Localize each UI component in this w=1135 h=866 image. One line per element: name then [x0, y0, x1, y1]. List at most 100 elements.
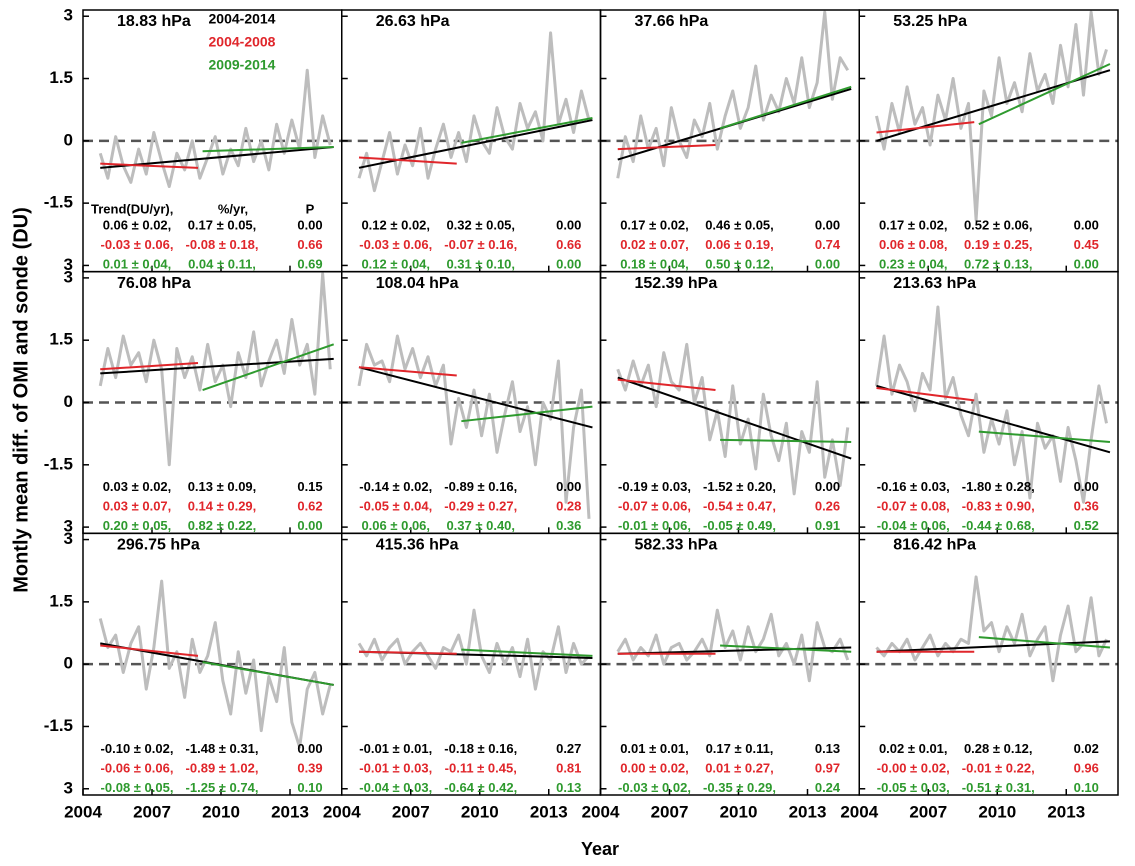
trend-value: 0.00	[297, 741, 322, 756]
trend-value: -0.08 ± 0.05,	[101, 780, 174, 795]
data-line	[875, 305, 1108, 504]
trend-line	[461, 405, 593, 423]
trend-value: 0.96	[1074, 760, 1099, 775]
trend-value: -0.05 ± 0.49,	[703, 518, 776, 533]
trend-line	[876, 640, 1110, 653]
panel-title: 415.36 hPa	[376, 537, 459, 554]
trend-value: -0.01 ± 0.06,	[618, 518, 691, 533]
panel-title: 213.63 hPa	[893, 275, 976, 292]
trend-line	[202, 146, 334, 153]
trend-value: 0.03 ± 0.02,	[103, 479, 172, 494]
x-tick-label: 2004	[323, 802, 361, 821]
trend-value: 0.31 ± 0.10,	[446, 256, 515, 271]
trend-value: 0.36	[556, 518, 581, 533]
panel-frame	[858, 532, 1119, 796]
panel-title: 108.04 hPa	[376, 275, 459, 292]
data-line	[98, 579, 332, 749]
trend-value: 0.72 ± 0.13,	[964, 256, 1033, 271]
panel-title: 26.63 hPa	[376, 13, 450, 30]
trend-value: 0.36	[1074, 499, 1099, 514]
trend-value: -0.08 ± 0.18,	[186, 237, 259, 252]
y-tick-label: 0	[64, 654, 73, 673]
trend-line	[358, 366, 593, 429]
data-line	[616, 342, 850, 496]
trend-line	[202, 661, 334, 686]
panel-title: 53.25 hPa	[893, 13, 967, 30]
x-tick-label: 2007	[651, 802, 689, 821]
panel-title: 18.83 hPa	[117, 13, 191, 30]
trend-value: 0.06 ± 0.02,	[103, 217, 172, 232]
data-line	[875, 10, 1108, 222]
trend-value: -0.89 ± 1.02,	[186, 760, 259, 775]
x-tick-label: 2010	[461, 802, 499, 821]
x-tick-label: 2004	[64, 802, 102, 821]
panel-title: 37.66 hPa	[635, 13, 709, 30]
trend-value: 0.04 ± 0.11,	[188, 256, 256, 271]
trend-header: %/yr,	[218, 201, 248, 216]
trend-value: 0.00	[297, 518, 322, 533]
trend-value: 0.32 ± 0.05,	[446, 217, 515, 232]
trend-value: 0.82 ± 0.22,	[188, 518, 257, 533]
trend-value: 0.00	[815, 479, 840, 494]
trend-line	[461, 648, 593, 657]
trend-line	[719, 85, 852, 130]
panel-title: 582.33 hPa	[635, 537, 718, 554]
trend-value: 0.19 ± 0.25,	[964, 237, 1033, 252]
trend-value: -0.04 ± 0.06,	[877, 518, 950, 533]
legend-text: 2004-2008	[209, 34, 276, 50]
trend-value: 0.13	[556, 780, 581, 795]
trend-value: -0.19 ± 0.03,	[618, 479, 691, 494]
x-tick-label: 2007	[392, 802, 430, 821]
x-tick-label: 2007	[133, 802, 171, 821]
trend-line	[100, 357, 334, 375]
y-tick-label: 3	[64, 778, 73, 797]
trend-value: -0.04 ± 0.03,	[359, 780, 432, 795]
panel-title: 296.75 hPa	[117, 537, 200, 554]
trend-value: 0.37 ± 0.40,	[446, 518, 515, 533]
data-line	[357, 608, 591, 691]
y-tick-label: -1.5	[44, 716, 73, 735]
trend-value: -0.54 ± 0.47,	[703, 499, 776, 514]
trend-value: 0.10	[297, 780, 322, 795]
panel-title: 152.39 hPa	[635, 275, 718, 292]
trend-value: 0.17 ± 0.05,	[188, 217, 257, 232]
y-tick-label: 3	[64, 267, 73, 286]
trend-line	[978, 636, 1111, 649]
trend-value: -0.18 ± 0.16,	[444, 741, 517, 756]
trend-value: -0.83 ± 0.90,	[962, 499, 1035, 514]
trend-value: 0.02 ± 0.07,	[620, 237, 689, 252]
data-line	[616, 608, 850, 683]
trend-line	[100, 362, 199, 371]
trend-value: 0.28	[556, 499, 581, 514]
trend-line	[461, 117, 593, 144]
trend-line	[617, 646, 852, 655]
x-tick-label: 2010	[202, 802, 240, 821]
trend-value: 0.00 ± 0.02,	[620, 760, 689, 775]
x-tick-label: 2010	[720, 802, 758, 821]
trend-header: Trend(DU/yr),	[91, 201, 173, 216]
trend-value: -0.44 ± 0.68,	[962, 518, 1035, 533]
trend-value: -0.03 ± 0.06,	[359, 237, 432, 252]
trend-value: 0.45	[1074, 237, 1099, 252]
trend-value: -0.89 ± 0.16,	[444, 479, 517, 494]
trend-value: -0.10 ± 0.02,	[101, 741, 174, 756]
trend-value: -0.35 ± 0.29,	[703, 780, 776, 795]
trend-value: -0.05 ± 0.03,	[877, 780, 950, 795]
trend-line	[876, 384, 1111, 454]
data-line	[616, 10, 850, 179]
trend-line	[358, 156, 457, 165]
trend-value: -0.64 ± 0.42,	[444, 780, 517, 795]
trend-value: 0.13	[815, 741, 840, 756]
trend-value: 0.66	[556, 237, 581, 252]
trend-line	[617, 143, 716, 151]
trend-value: 0.00	[1074, 256, 1099, 271]
trend-value: 0.81	[556, 760, 581, 775]
legend-text: 2004-2014	[209, 11, 276, 27]
trend-value: -0.11 ± 0.45,	[445, 760, 517, 775]
trend-value: 0.00	[815, 217, 840, 232]
x-tick-label: 2013	[530, 802, 568, 821]
trend-value: 0.02 ± 0.01,	[879, 741, 948, 756]
trend-value: 0.46 ± 0.05,	[705, 217, 774, 232]
trend-value: -1.52 ± 0.20,	[703, 479, 776, 494]
